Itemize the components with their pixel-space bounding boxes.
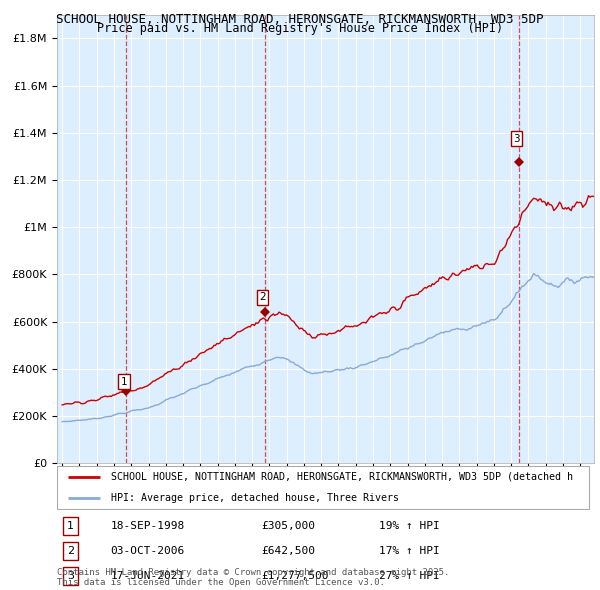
Text: 19% ↑ HPI: 19% ↑ HPI [379,520,440,530]
Text: Price paid vs. HM Land Registry's House Price Index (HPI): Price paid vs. HM Land Registry's House … [97,22,503,35]
Text: 1: 1 [67,520,74,530]
FancyBboxPatch shape [57,466,589,509]
Text: 2: 2 [67,546,74,556]
Text: 1: 1 [121,377,127,387]
Text: 17-JUN-2021: 17-JUN-2021 [111,571,185,581]
Text: £305,000: £305,000 [261,520,315,530]
Text: Contains HM Land Registry data © Crown copyright and database right 2025.
This d: Contains HM Land Registry data © Crown c… [57,568,449,587]
Text: HPI: Average price, detached house, Three Rivers: HPI: Average price, detached house, Thre… [111,493,398,503]
Text: 17% ↑ HPI: 17% ↑ HPI [379,546,440,556]
Text: £642,500: £642,500 [261,546,315,556]
Text: SCHOOL HOUSE, NOTTINGHAM ROAD, HERONSGATE, RICKMANSWORTH, WD3 5DP: SCHOOL HOUSE, NOTTINGHAM ROAD, HERONSGAT… [56,13,544,26]
Text: 3: 3 [67,571,74,581]
Text: 18-SEP-1998: 18-SEP-1998 [111,520,185,530]
Text: 03-OCT-2006: 03-OCT-2006 [111,546,185,556]
Text: 2: 2 [259,293,266,303]
Text: 27% ↑ HPI: 27% ↑ HPI [379,571,440,581]
Text: SCHOOL HOUSE, NOTTINGHAM ROAD, HERONSGATE, RICKMANSWORTH, WD3 5DP (detached h: SCHOOL HOUSE, NOTTINGHAM ROAD, HERONSGAT… [111,472,573,482]
Text: £1,277,500: £1,277,500 [261,571,329,581]
Text: 3: 3 [513,133,520,143]
